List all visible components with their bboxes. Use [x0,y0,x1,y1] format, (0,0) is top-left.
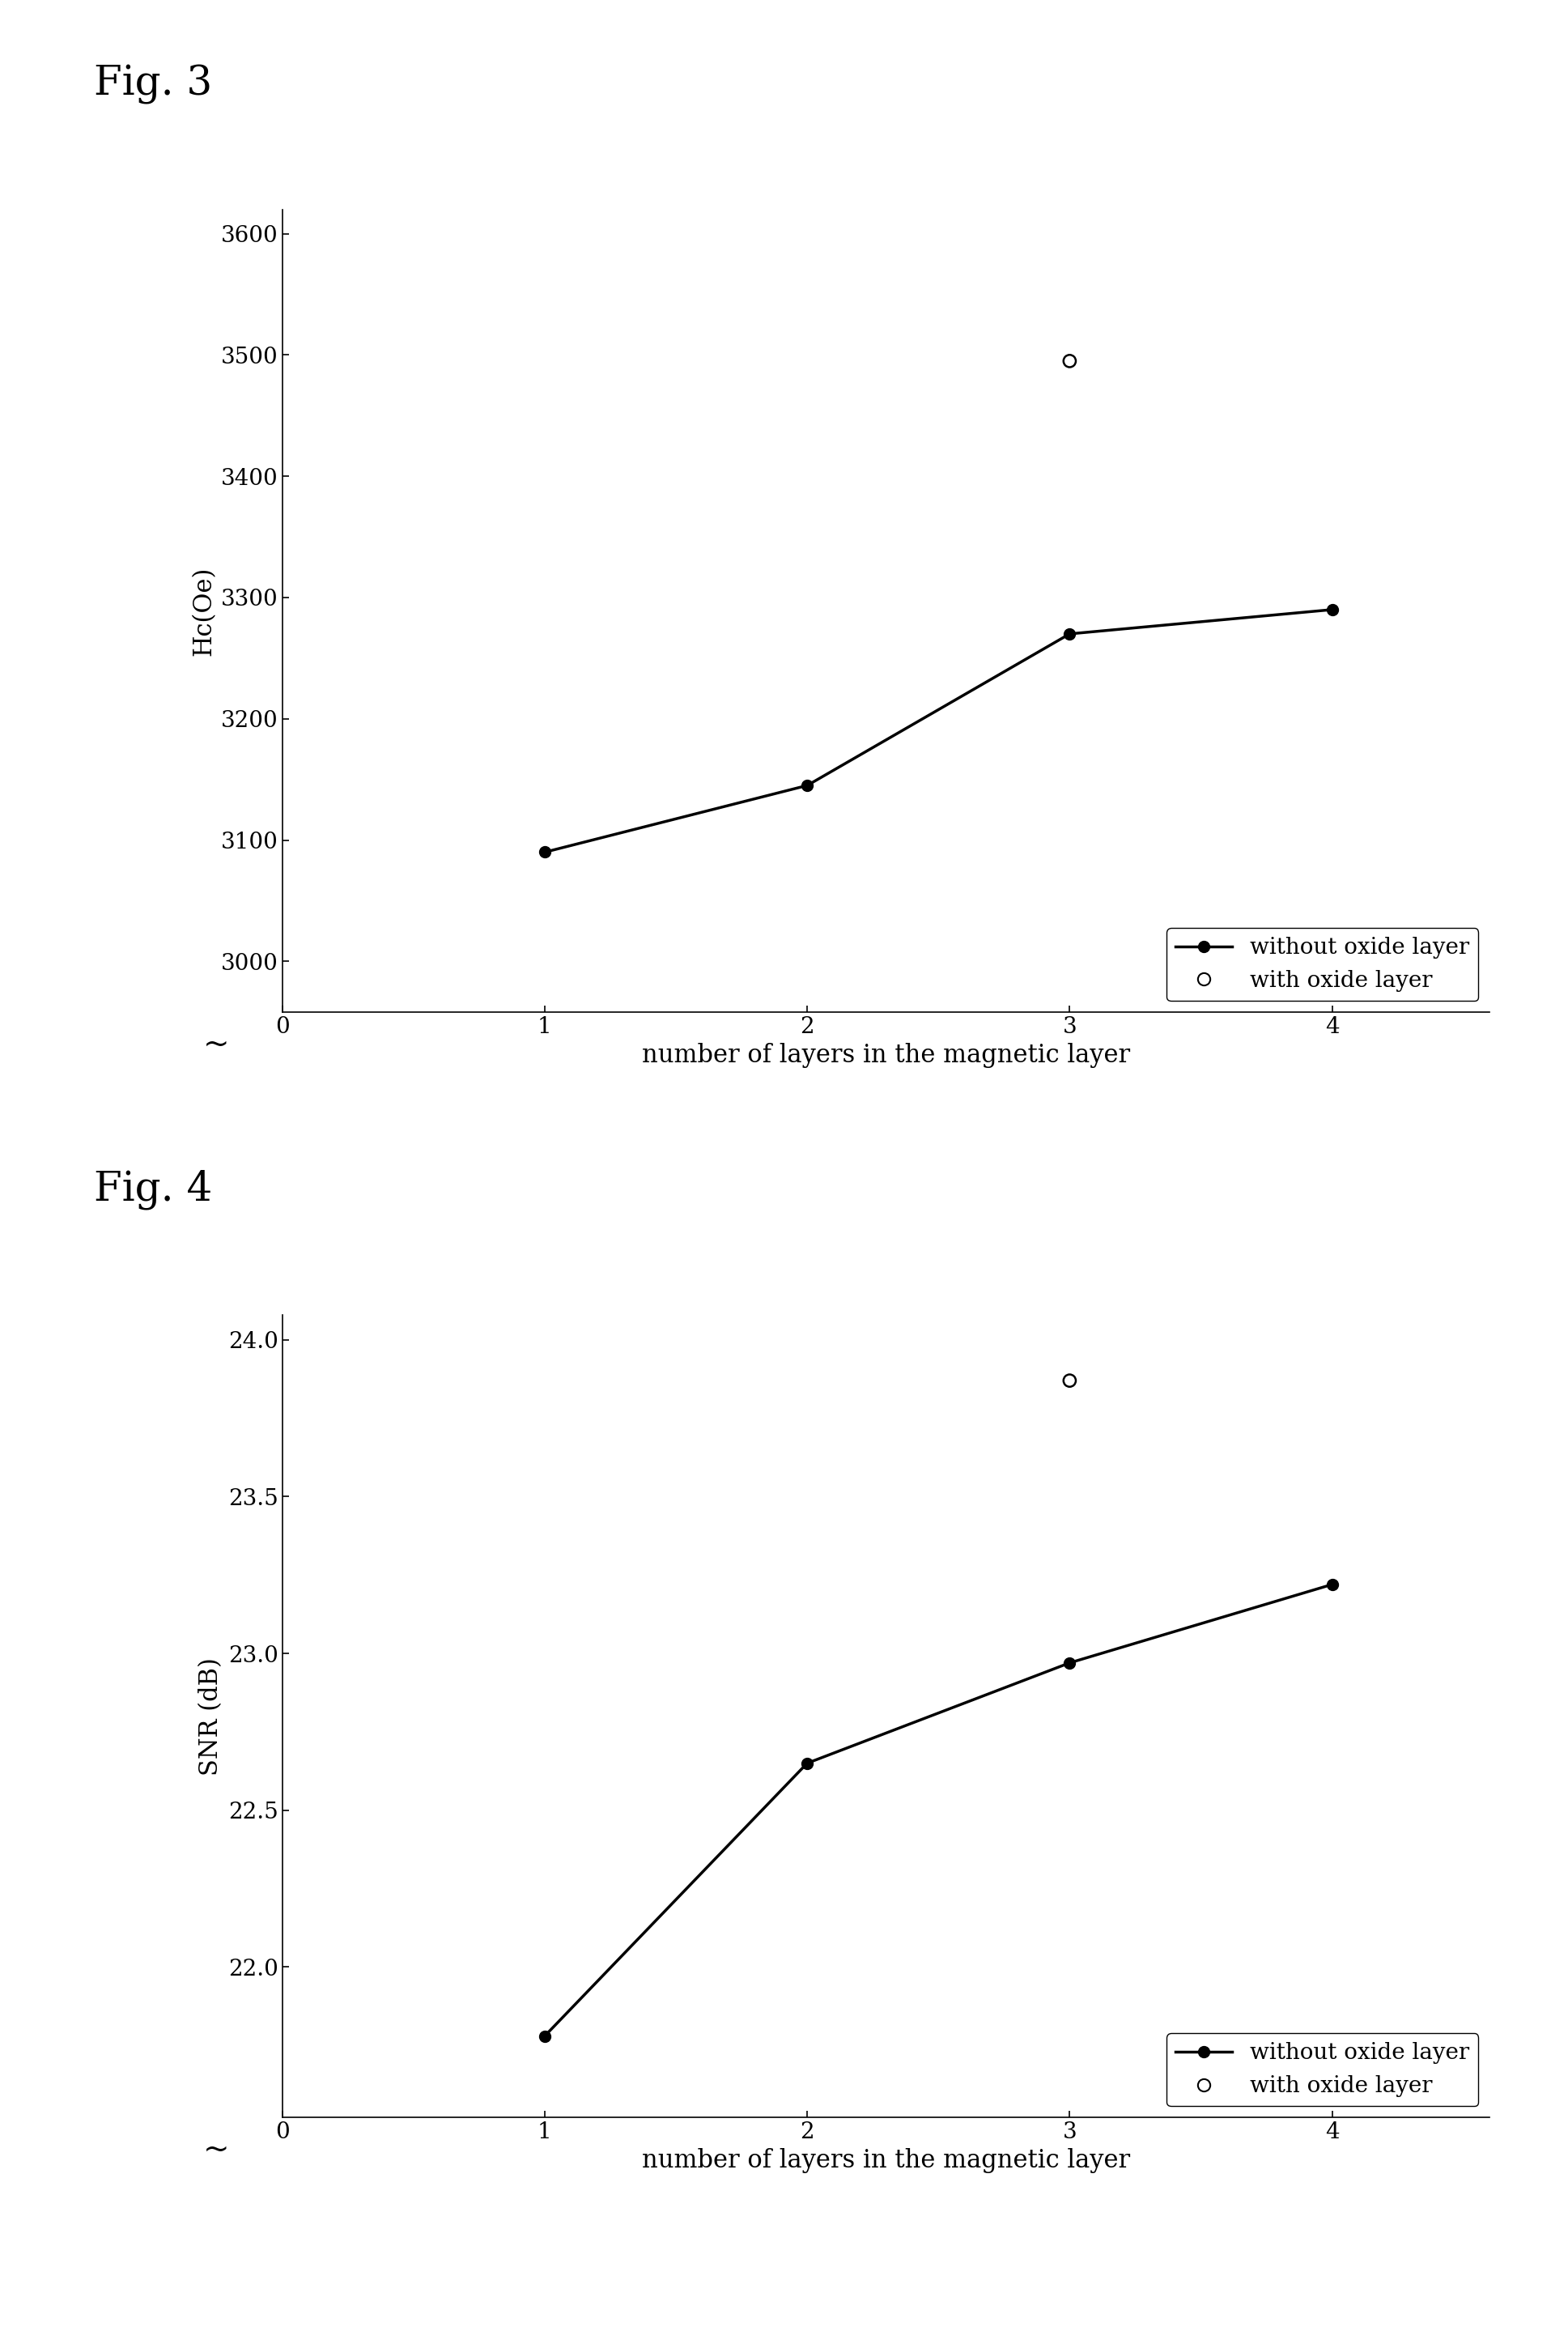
Text: Fig. 4: Fig. 4 [94,1170,213,1210]
X-axis label: number of layers in the magnetic layer: number of layers in the magnetic layer [641,1042,1131,1068]
Legend: without oxide layer, with oxide layer: without oxide layer, with oxide layer [1167,2034,1479,2106]
Text: ~: ~ [202,2134,229,2164]
Point [1057,1361,1082,1399]
Point [1057,342,1082,379]
Text: ~: ~ [202,1029,229,1059]
Legend: without oxide layer, with oxide layer: without oxide layer, with oxide layer [1167,928,1479,1001]
Text: Fig. 3: Fig. 3 [94,65,213,105]
Y-axis label: Hc(Oe): Hc(Oe) [191,565,216,656]
Y-axis label: SNR (dB): SNR (dB) [199,1657,224,1776]
X-axis label: number of layers in the magnetic layer: number of layers in the magnetic layer [641,2148,1131,2173]
